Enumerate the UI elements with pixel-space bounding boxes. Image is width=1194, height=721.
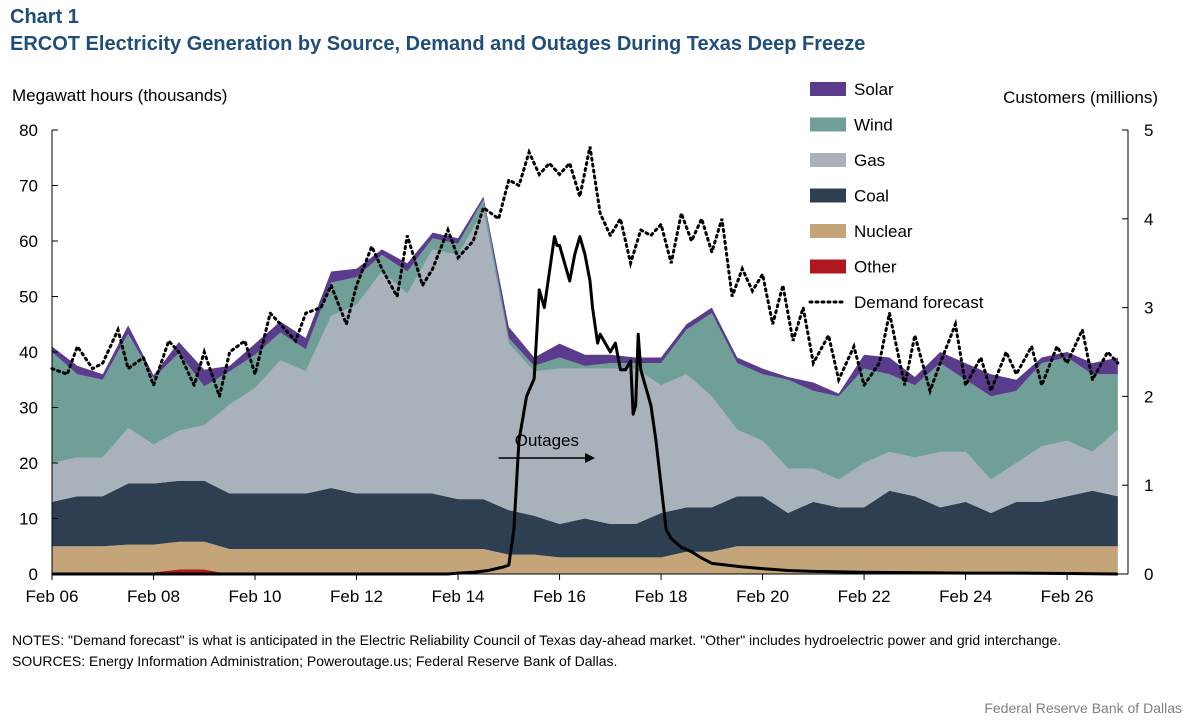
legend-label: Coal [854,187,889,206]
left-tick-label: 10 [19,510,38,529]
title-block: Chart 1 ERCOT Electricity Generation by … [10,4,865,58]
x-tick-label: Feb 16 [533,587,586,606]
notes-text: NOTES: "Demand forecast" is what is anti… [12,632,1062,648]
legend-swatch-wind [810,117,846,132]
line-series [50,146,1120,576]
credit-text: Federal Reserve Bank of Dallas [984,700,1182,716]
legend-label: Gas [854,151,885,170]
left-tick-label: 80 [19,121,38,140]
left-tick-label: 60 [19,232,38,251]
legend-label: Other [854,258,897,277]
legend-label: Nuclear [854,222,913,241]
demand-forecast-line [50,146,1120,402]
x-tick-label: Feb 24 [939,587,992,606]
legend-swatch-coal [810,188,846,203]
right-tick-label: 1 [1144,476,1153,495]
x-tick-label: Feb 10 [229,587,282,606]
x-tick-label: Feb 06 [26,587,79,606]
chart-number: Chart 1 [10,6,79,28]
area-gas [52,210,1118,525]
axes: 0 10 20 30 40 50 60 70 80 0 1 2 3 4 5 Feb 06 Feb 08 Feb 1… [19,121,1153,606]
legend-label: Wind [854,116,893,135]
left-tick-label: 30 [19,399,38,418]
area-coal [52,480,1118,558]
left-tick-label: 20 [19,454,38,473]
legend-swatch-solar [810,82,846,96]
right-tick-label: 0 [1144,565,1153,584]
sources-text: SOURCES: Energy Information Administrati… [12,653,618,669]
arrowhead-icon [585,453,596,463]
chart-title: ERCOT Electricity Generation by Source, … [10,33,866,55]
outages-line [52,235,1118,576]
x-tick-label: Feb 18 [635,587,688,606]
area-nuclear [52,541,1118,574]
outages-annotation-label: Outages [515,431,579,450]
legend-swatch-other [810,259,846,274]
area-solar [52,196,1118,397]
legend-label: Solar [854,80,894,99]
legend-swatch-gas [810,153,846,167]
chart-area: 0 10 20 30 40 50 60 70 80 0 1 2 3 4 5 Feb 06 Feb 08 Feb 1… [19,80,1153,606]
stacked-areas [52,196,1118,574]
x-tick-label: Feb 26 [1041,587,1094,606]
left-tick-label: 50 [19,288,38,307]
right-tick-label: 2 [1144,387,1153,406]
legend-label: Demand forecast [854,293,984,312]
x-tick-label: Feb 14 [432,587,485,606]
x-tick-label: Feb 20 [736,587,789,606]
annotations: Outages [498,431,596,463]
legend: Solar Wind Gas Coal Nuclear Other Demand forec… [808,80,984,312]
x-tick-label: Feb 22 [838,587,891,606]
x-tick-label: Feb 08 [127,587,180,606]
area-wind [52,199,1118,480]
right-tick-label: 4 [1144,210,1153,229]
right-axis-title: Customers (millions) [1003,88,1158,107]
right-tick-label: 3 [1144,299,1153,318]
right-tick-label: 5 [1144,121,1153,140]
left-tick-label: 0 [29,565,38,584]
left-axis-title: Megawatt hours (thousands) [12,86,228,105]
x-tick-label: Feb 12 [330,587,383,606]
notes-block: NOTES: "Demand forecast" is what is anti… [12,632,1182,674]
left-tick-label: 70 [19,177,38,196]
left-tick-label: 40 [19,343,38,362]
legend-swatch-nuclear [810,224,846,238]
